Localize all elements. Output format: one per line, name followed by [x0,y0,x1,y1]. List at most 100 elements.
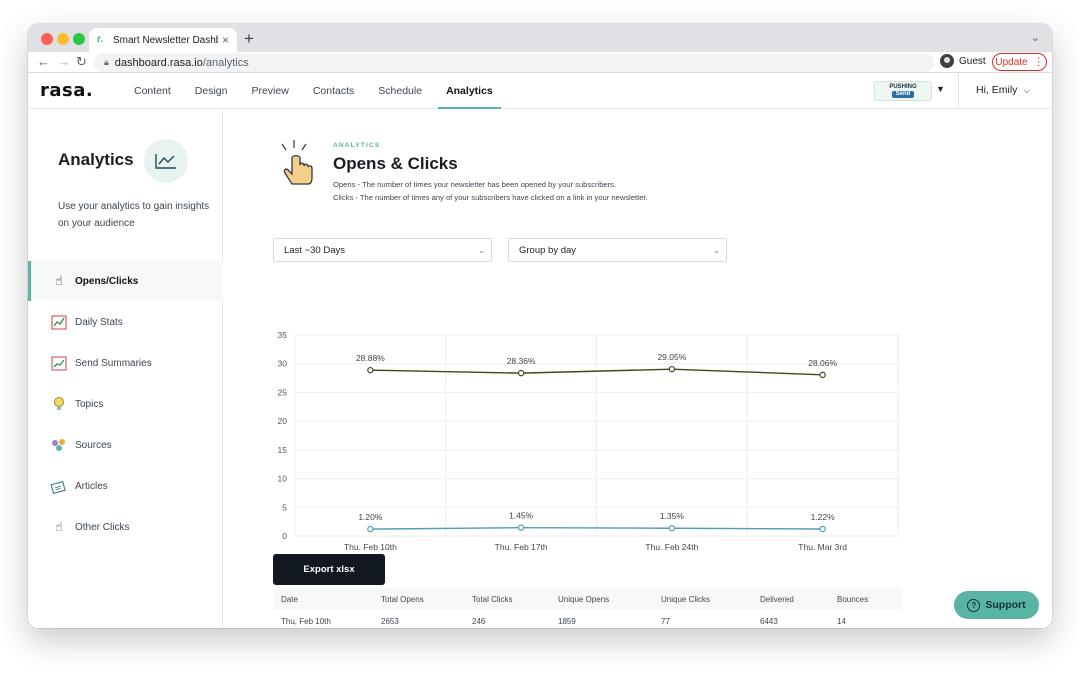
opens-description: Opens - The number of times your newslet… [333,180,617,189]
table-header-cell: Total Opens [381,594,424,604]
maximize-window-button[interactable] [73,33,85,45]
url-host: dashboard.rasa.io [114,56,203,69]
nav-preview[interactable]: Preview [251,85,289,97]
data-label: 1.35% [660,511,685,521]
page-eyebrow: ANALYTICS [333,142,381,149]
x-tick-label: Thu, Feb 10th [344,542,397,550]
close-tab-icon[interactable]: × [221,33,229,47]
data-label: 29.05% [657,352,686,362]
close-window-button[interactable] [41,33,53,45]
sidebar: Analytics Use your analytics to gain ins… [28,110,223,628]
update-label: Update [995,56,1028,68]
back-arrow-icon[interactable]: ← [37,54,50,69]
table-header-cell: Bounces [837,594,869,604]
pointer-hand-icon: ☝ [55,519,63,534]
sidebar-item-label: Articles [75,480,108,492]
chevron-down-icon: ⌄ [713,245,720,255]
sidebar-description: Use your analytics to gain insights on y… [58,201,210,229]
group-by-value: Group by day [519,244,577,256]
guest-profile-button[interactable]: Guest [940,54,986,68]
y-tick-label: 20 [278,416,288,426]
browser-tab[interactable]: r. Smart Newsletter Dashboard | × [89,28,237,52]
nav-analytics[interactable]: Analytics [438,73,501,109]
sidebar-item-topics[interactable]: Topics [28,384,223,424]
table-cell: 14 [837,616,846,626]
table-header-cell: Delivered [760,594,794,604]
sidebar-item-opens-clicks[interactable]: ☝ Opens/Clicks [28,261,223,301]
table-cell: 2653 [381,616,399,626]
table-header-row: Date Total Opens Total Clicks Unique Opens U… [273,588,902,610]
series-line [370,368,823,376]
sidebar-item-daily-stats[interactable]: Daily Stats [28,302,223,342]
table-header-cell: Unique Clicks [661,594,710,604]
data-point [367,366,374,374]
user-menu[interactable]: Hi, Emily ⌵ [976,84,1030,96]
y-tick-label: 0 [282,531,287,541]
data-point [819,371,826,379]
chevron-down-icon: ⌵ [1023,85,1031,95]
sidebar-item-send-summaries[interactable]: Send Summaries [28,343,223,383]
nav-content[interactable]: Content [134,85,171,97]
browser-window: r. Smart Newsletter Dashboard | × + ⌄ ← … [28,24,1052,628]
data-point [517,524,525,531]
sidebar-item-label: Daily Stats [75,316,123,328]
y-tick-label: 30 [278,359,288,369]
support-button[interactable]: ? Support [954,591,1039,619]
header-divider [958,73,959,109]
app-header: rasa. Content Design Preview Contacts Sc… [28,73,1052,109]
data-label: 28.88% [356,353,385,363]
page-title: Opens & Clicks [333,154,458,173]
table-header-cell: Date [281,594,298,604]
tab-strip: r. Smart Newsletter Dashboard | × + ⌄ [28,24,1052,52]
kebab-menu-icon: ⋮ [1033,56,1044,68]
reload-icon[interactable]: ↻ [76,54,87,69]
address-bar[interactable]: 🔒︎ dashboard.rasa.io/analytics [94,53,934,72]
tab-search-chevron-icon[interactable]: ⌄ [1030,32,1040,44]
group-by-select[interactable]: Group by day ⌄ [508,238,727,262]
pointing-hand-icon [276,138,320,190]
summary-chart-icon [50,354,68,372]
nav-schedule[interactable]: Schedule [378,85,423,97]
minimize-window-button[interactable] [57,33,69,45]
y-tick-label: 15 [278,445,288,455]
sidebar-item-articles[interactable]: Articles [28,466,223,506]
table-cell: 6443 [760,616,778,626]
sidebar-item-other-clicks[interactable]: ☝ Other Clicks [28,507,223,547]
pointer-hand-icon: ☝ [55,273,63,288]
sidebar-title: Analytics [58,150,134,169]
table-cell: Thu, Feb 10th [281,616,331,626]
url-path: /analytics [202,56,249,69]
page-description: Opens - The number of times your newslet… [333,178,648,204]
data-label: 1.45% [509,511,534,521]
x-tick-label: Thu, Feb 24th [645,542,698,550]
y-tick-label: 10 [278,474,288,484]
rasa-logo[interactable]: rasa. [40,80,94,101]
update-button[interactable]: Update ⋮ [992,53,1047,71]
new-tab-button[interactable]: + [244,29,254,48]
nav-contacts[interactable]: Contacts [312,85,355,97]
data-label: 28.36% [507,356,536,366]
sidebar-item-sources[interactable]: Sources [28,425,223,465]
table-header-cell: Total Clicks [472,594,513,604]
opens-clicks-chart: 0 5 10 15 20 25 30 35 Thu, Feb 10th Thu, Feb 17th… [278,330,899,550]
browser-toolbar: ← → ↻ 🔒︎ dashboard.rasa.io/analytics Gue… [28,52,1052,73]
user-greeting: Hi, Emily [976,84,1018,96]
newsletter-brand-badge[interactable]: PUSHING Send [874,81,932,101]
rasa-favicon-icon: r. [97,34,104,45]
sidebar-item-label: Send Summaries [75,357,152,369]
chevron-down-icon[interactable]: ▼ [936,84,945,94]
data-point [819,525,826,533]
y-tick-label: 35 [278,330,288,340]
export-xlsx-button[interactable]: Export xlsx [273,554,385,585]
support-label: Support [985,599,1026,611]
forward-arrow-icon[interactable]: → [57,54,70,69]
main-nav: Content Design Preview Contacts Schedule… [126,73,509,109]
badge-top-text: PUSHING [889,84,917,90]
clicks-description: Clicks - The number of times any of your… [333,193,648,202]
sidebar-item-label: Sources [75,439,112,451]
data-label: 1.20% [358,512,383,522]
sidebar-item-label: Topics [75,398,104,410]
date-range-select[interactable]: Last ~30 Days ⌄ [273,238,492,262]
table-cell: 77 [661,616,670,626]
nav-design[interactable]: Design [194,85,228,97]
